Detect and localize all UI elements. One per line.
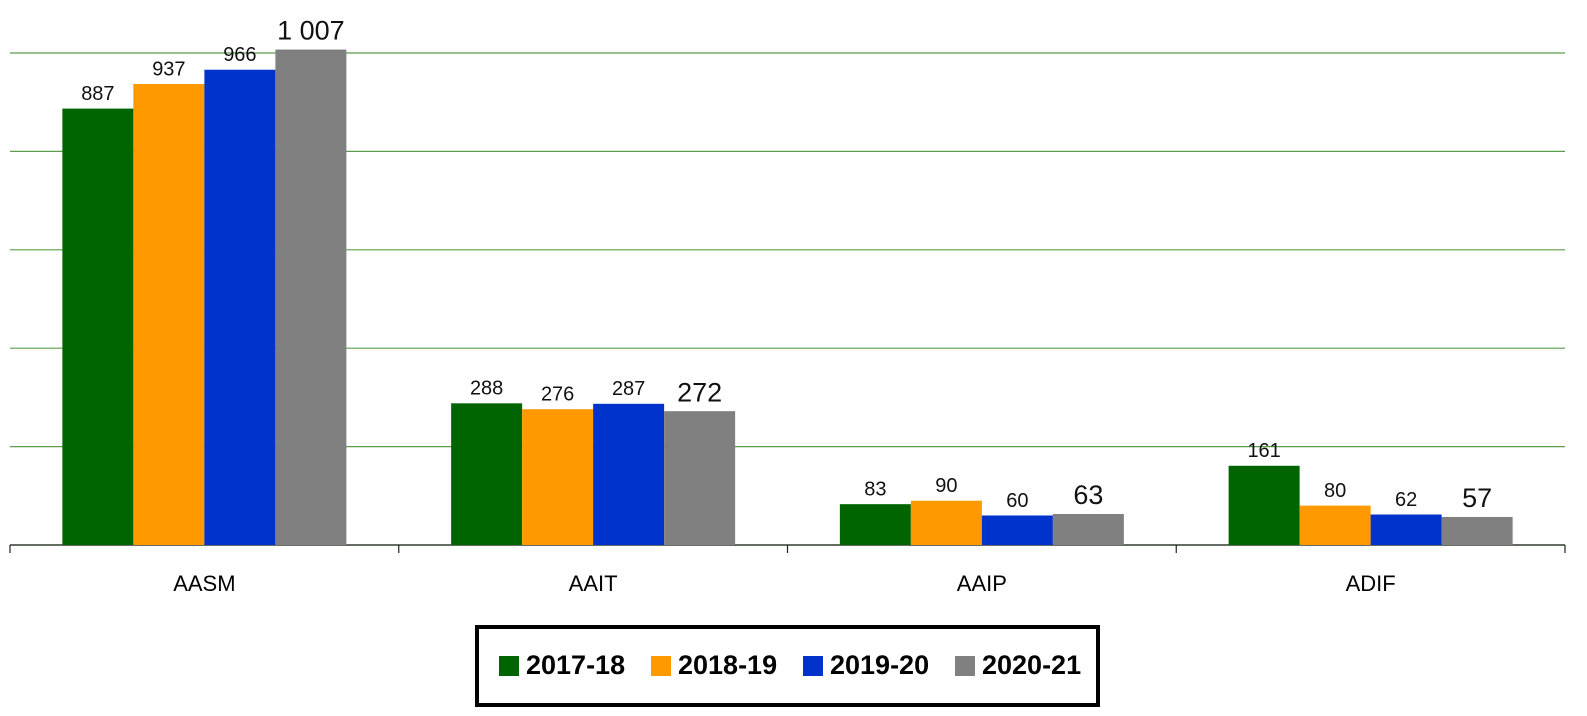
data-label: 966 <box>223 44 256 66</box>
data-label: 90 <box>935 475 957 497</box>
legend-box <box>475 625 1100 707</box>
data-label: 288 <box>470 378 503 400</box>
legend-label: 2017-18 <box>526 650 625 680</box>
data-label: 287 <box>612 378 645 400</box>
data-label: 161 <box>1247 440 1280 462</box>
x-tick-label: AASM <box>173 571 235 596</box>
bar <box>1370 514 1442 545</box>
bar <box>839 504 911 545</box>
data-label: 276 <box>541 383 574 405</box>
data-label: 1 007 <box>277 16 345 46</box>
legend-swatch <box>499 656 519 676</box>
bar <box>593 403 665 545</box>
bar <box>1299 505 1371 545</box>
bar <box>1052 514 1124 545</box>
x-tick-label: AAIP <box>957 571 1007 596</box>
bar <box>275 49 347 545</box>
legend-label: 2020-21 <box>982 650 1081 680</box>
legend-swatch <box>803 656 823 676</box>
x-tick-label: AAIT <box>569 571 618 596</box>
bar <box>451 403 523 545</box>
bar <box>62 108 134 545</box>
data-label: 937 <box>152 58 185 80</box>
data-label: 272 <box>677 377 722 407</box>
legend-label: 2019-20 <box>830 650 929 680</box>
legend-label: 2018-19 <box>678 650 777 680</box>
bar <box>522 409 594 545</box>
x-tick-label: ADIF <box>1346 571 1396 596</box>
legend-swatch <box>955 656 975 676</box>
legend-swatch <box>651 656 671 676</box>
bar <box>981 515 1053 545</box>
data-label: 80 <box>1324 480 1346 502</box>
data-label: 57 <box>1462 483 1492 513</box>
bar <box>664 411 736 545</box>
data-label: 887 <box>81 83 114 105</box>
data-label: 62 <box>1395 489 1417 511</box>
bar <box>204 69 276 545</box>
bar <box>1228 465 1300 545</box>
data-label: 60 <box>1006 490 1028 512</box>
bar <box>133 83 205 545</box>
data-label: 63 <box>1073 480 1103 510</box>
data-label: 83 <box>864 478 886 500</box>
bar <box>910 500 982 545</box>
bar <box>1441 516 1513 545</box>
